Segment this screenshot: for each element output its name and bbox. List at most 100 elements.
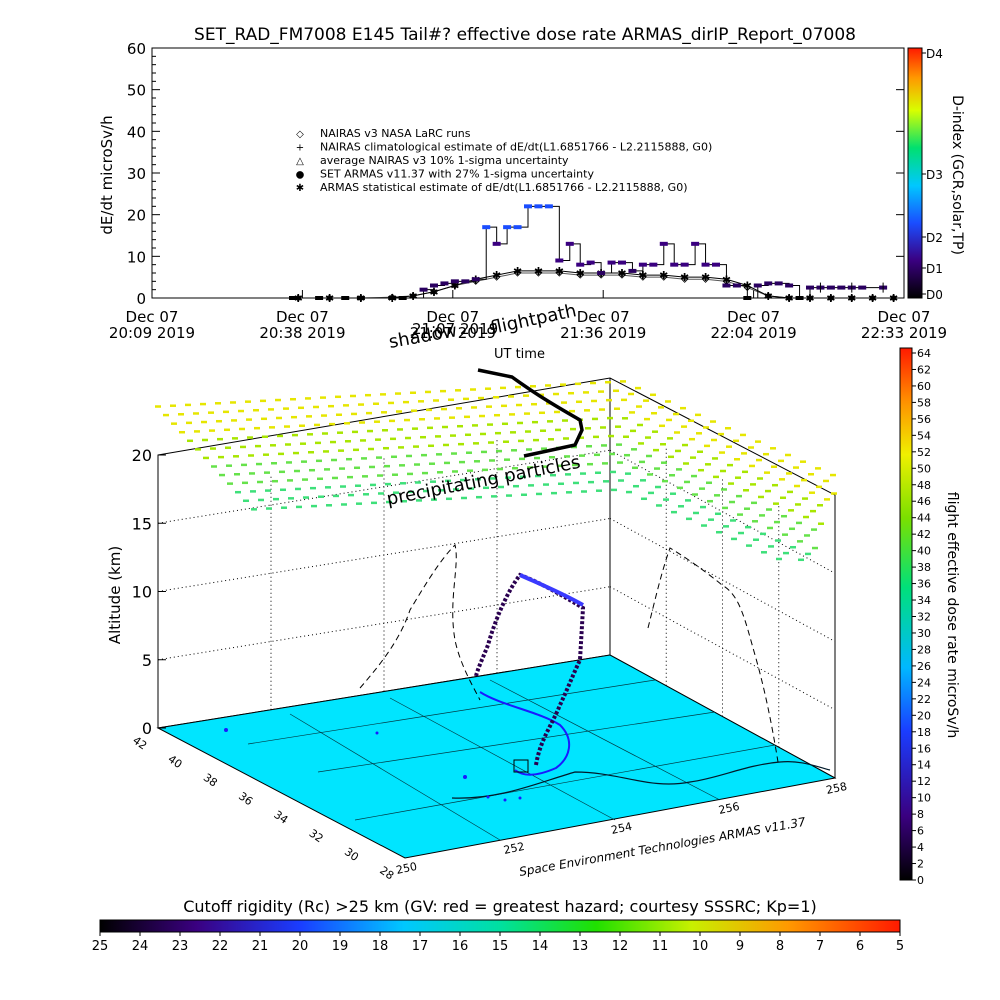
armas-point xyxy=(565,241,574,246)
top-y-tick-label: 10 xyxy=(127,248,146,266)
particle-mark xyxy=(412,427,418,430)
particle-mark xyxy=(450,434,456,437)
particle-mark xyxy=(670,492,676,495)
armas-stat-point: ✱ xyxy=(576,267,585,280)
altitude-tick-label: 0 xyxy=(142,719,152,738)
particle-mark xyxy=(333,494,339,498)
particle-mark xyxy=(405,436,411,440)
particle-mark xyxy=(281,506,287,509)
particle-mark xyxy=(491,495,497,498)
nairas-point xyxy=(555,269,563,277)
armas-point xyxy=(492,241,501,246)
particle-mark xyxy=(380,393,386,396)
particle-mark xyxy=(611,488,617,492)
armas-point xyxy=(743,296,752,300)
particle-mark xyxy=(809,491,815,494)
particle-mark xyxy=(368,447,374,451)
particle-mark xyxy=(685,499,691,502)
particle-mark xyxy=(446,497,452,501)
particle-mark xyxy=(346,457,352,461)
particle-mark xyxy=(511,449,517,452)
particle-mark xyxy=(752,520,758,523)
particle-mark xyxy=(218,455,224,459)
particle-mark xyxy=(486,405,492,408)
rigidity-tick-label: 17 xyxy=(412,939,429,954)
particle-mark xyxy=(465,433,471,437)
particle-mark xyxy=(715,512,721,516)
particle-mark xyxy=(760,532,766,536)
particle-mark xyxy=(397,428,403,431)
particle-mark xyxy=(240,445,246,449)
particle-mark xyxy=(423,489,429,493)
particle-mark xyxy=(797,540,803,543)
armas-point xyxy=(482,225,491,230)
particle-mark xyxy=(545,384,551,387)
particle-mark xyxy=(292,433,298,437)
particle-mark xyxy=(265,489,271,492)
armas-point xyxy=(785,283,794,288)
rigidity-tick-label: 10 xyxy=(692,939,709,954)
armas-point xyxy=(753,283,762,288)
nairas-point xyxy=(618,271,626,279)
particle-mark xyxy=(434,417,440,420)
particle-mark xyxy=(605,380,611,384)
particle-mark xyxy=(624,453,630,457)
particle-mark xyxy=(711,438,717,442)
d-index-tick-label: D1 xyxy=(926,262,943,276)
particle-mark xyxy=(830,473,836,477)
particle-mark xyxy=(788,509,794,512)
rigidity-tick-label: 20 xyxy=(292,939,309,954)
particle-mark xyxy=(770,447,776,450)
altitude-tick-label: 5 xyxy=(142,651,152,670)
particle-mark xyxy=(629,411,635,414)
particle-mark xyxy=(591,399,597,403)
particle-mark xyxy=(692,493,698,496)
top-x-tick-label-time: 22:04 2019 xyxy=(711,324,797,342)
longitude-tick-label: 258 xyxy=(825,780,848,797)
rigidity-tick-label: 7 xyxy=(816,939,824,954)
particle-mark xyxy=(277,434,283,438)
longitude-tick-label: 252 xyxy=(502,840,525,857)
particle-mark xyxy=(306,415,312,418)
particle-mark xyxy=(708,518,714,521)
particle-mark xyxy=(365,393,371,397)
particle-mark xyxy=(759,514,765,517)
particle-mark xyxy=(688,419,694,422)
legend-symbol: ● xyxy=(296,170,305,181)
particle-mark xyxy=(666,418,672,422)
particle-mark xyxy=(261,417,267,421)
particle-mark xyxy=(786,472,792,475)
particle-mark xyxy=(768,545,774,548)
particle-mark xyxy=(565,473,571,476)
particle-mark xyxy=(302,478,308,481)
particle-mark xyxy=(451,452,457,455)
particle-mark xyxy=(625,472,631,475)
particle-mark xyxy=(243,499,249,503)
dose-colorbar-tick-label: 24 xyxy=(917,676,931,689)
particle-mark xyxy=(391,455,397,459)
particle-mark xyxy=(596,489,602,492)
particle-mark xyxy=(452,470,458,473)
particle-mark xyxy=(543,483,549,486)
particle-mark xyxy=(279,470,285,474)
particle-mark xyxy=(472,424,478,427)
particle-mark xyxy=(457,424,463,428)
particle-mark xyxy=(341,503,347,506)
particle-mark xyxy=(683,462,689,465)
particle-mark xyxy=(225,446,231,449)
particle-mark xyxy=(343,404,349,407)
particle-mark xyxy=(787,490,793,494)
armas-point xyxy=(356,296,365,300)
nairas-point xyxy=(409,292,417,300)
particle-mark xyxy=(553,392,559,396)
top-x-tick-label-day: Dec 07 xyxy=(727,308,780,326)
particle-mark xyxy=(317,477,323,481)
particle-mark xyxy=(721,488,727,491)
nairas-point xyxy=(827,294,835,302)
particle-mark xyxy=(339,467,345,470)
particle-mark xyxy=(272,479,278,483)
particle-mark xyxy=(728,482,734,485)
particle-mark xyxy=(475,477,481,481)
particle-mark xyxy=(613,389,619,393)
